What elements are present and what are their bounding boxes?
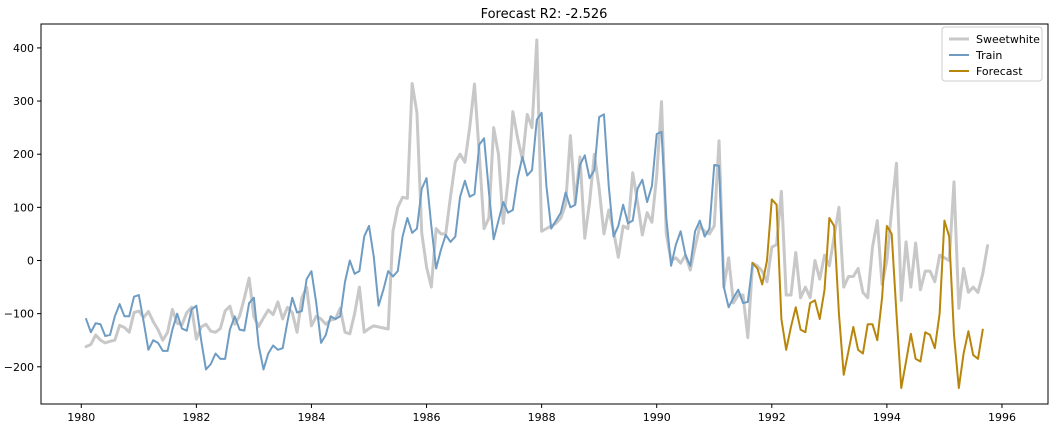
plot-background (41, 24, 1048, 404)
x-tick-label: 1984 (297, 411, 325, 424)
axes-frame (40, 23, 1049, 405)
legend-label-train: Train (975, 49, 1002, 62)
x-tick-label: 1988 (528, 411, 556, 424)
series-line-train (85, 111, 754, 371)
y-tick-label: 400 (13, 42, 34, 55)
y-tick-label: 0 (27, 255, 34, 268)
x-tick-label: 1992 (758, 411, 786, 424)
x-tick-label: 1986 (413, 411, 441, 424)
y-tick-label: 200 (13, 148, 34, 161)
plot-area (41, 24, 1048, 404)
legend: Sweetwhite Train Forecast (941, 26, 1043, 82)
legend-label-sweetwhite: Sweetwhite (976, 33, 1040, 46)
x-tick-label: 1996 (988, 411, 1016, 424)
chart-title: Forecast R2: -2.526 (481, 7, 608, 22)
x-tick-label: 1982 (182, 411, 210, 424)
series-layer (84, 38, 990, 390)
series-line-forecast (751, 198, 984, 390)
y-tick-label: −100 (4, 308, 34, 321)
y-tick-label: 300 (13, 95, 34, 108)
legend-label-forecast: Forecast (976, 65, 1023, 78)
axes-layer: 1980 1982 1984 1986 1988 1990 1992 1994 1996 −200… (4, 23, 1049, 424)
y-tick-label: 100 (13, 201, 34, 214)
x-tick-label: 1994 (873, 411, 901, 424)
x-tick-label: 1990 (643, 411, 671, 424)
y-tick-label: −200 (4, 361, 34, 374)
x-tick-label: 1980 (67, 411, 95, 424)
